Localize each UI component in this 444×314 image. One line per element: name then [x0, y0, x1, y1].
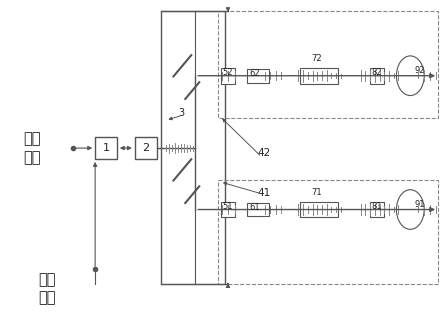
Ellipse shape: [396, 56, 424, 95]
Bar: [300, 68, 338, 84]
Text: 41: 41: [258, 188, 271, 198]
Text: 52: 52: [222, 68, 233, 77]
Text: 61: 61: [250, 203, 260, 212]
Text: 71: 71: [311, 188, 322, 197]
Bar: [221, 68, 235, 84]
Bar: [161, 11, 225, 284]
Text: 92: 92: [414, 66, 425, 75]
Text: 信息
数据: 信息 数据: [23, 131, 40, 165]
Bar: [135, 137, 157, 159]
Text: 1: 1: [103, 143, 110, 153]
Text: 72: 72: [311, 54, 322, 63]
Bar: [370, 68, 384, 84]
Text: 82: 82: [372, 68, 382, 77]
Text: 3: 3: [178, 108, 185, 118]
Text: 42: 42: [258, 148, 271, 158]
Text: 51: 51: [222, 202, 233, 211]
Bar: [247, 69, 269, 83]
Bar: [95, 137, 117, 159]
Bar: [300, 202, 338, 218]
Bar: [218, 180, 438, 284]
Bar: [218, 11, 438, 118]
Text: 62: 62: [250, 69, 260, 78]
Bar: [221, 202, 235, 218]
Text: 辅助
数据: 辅助 数据: [38, 272, 56, 306]
Ellipse shape: [396, 190, 424, 229]
Text: 2: 2: [142, 143, 149, 153]
Bar: [370, 202, 384, 218]
Text: 91: 91: [414, 200, 425, 208]
Text: 81: 81: [372, 202, 382, 211]
Bar: [247, 203, 269, 216]
